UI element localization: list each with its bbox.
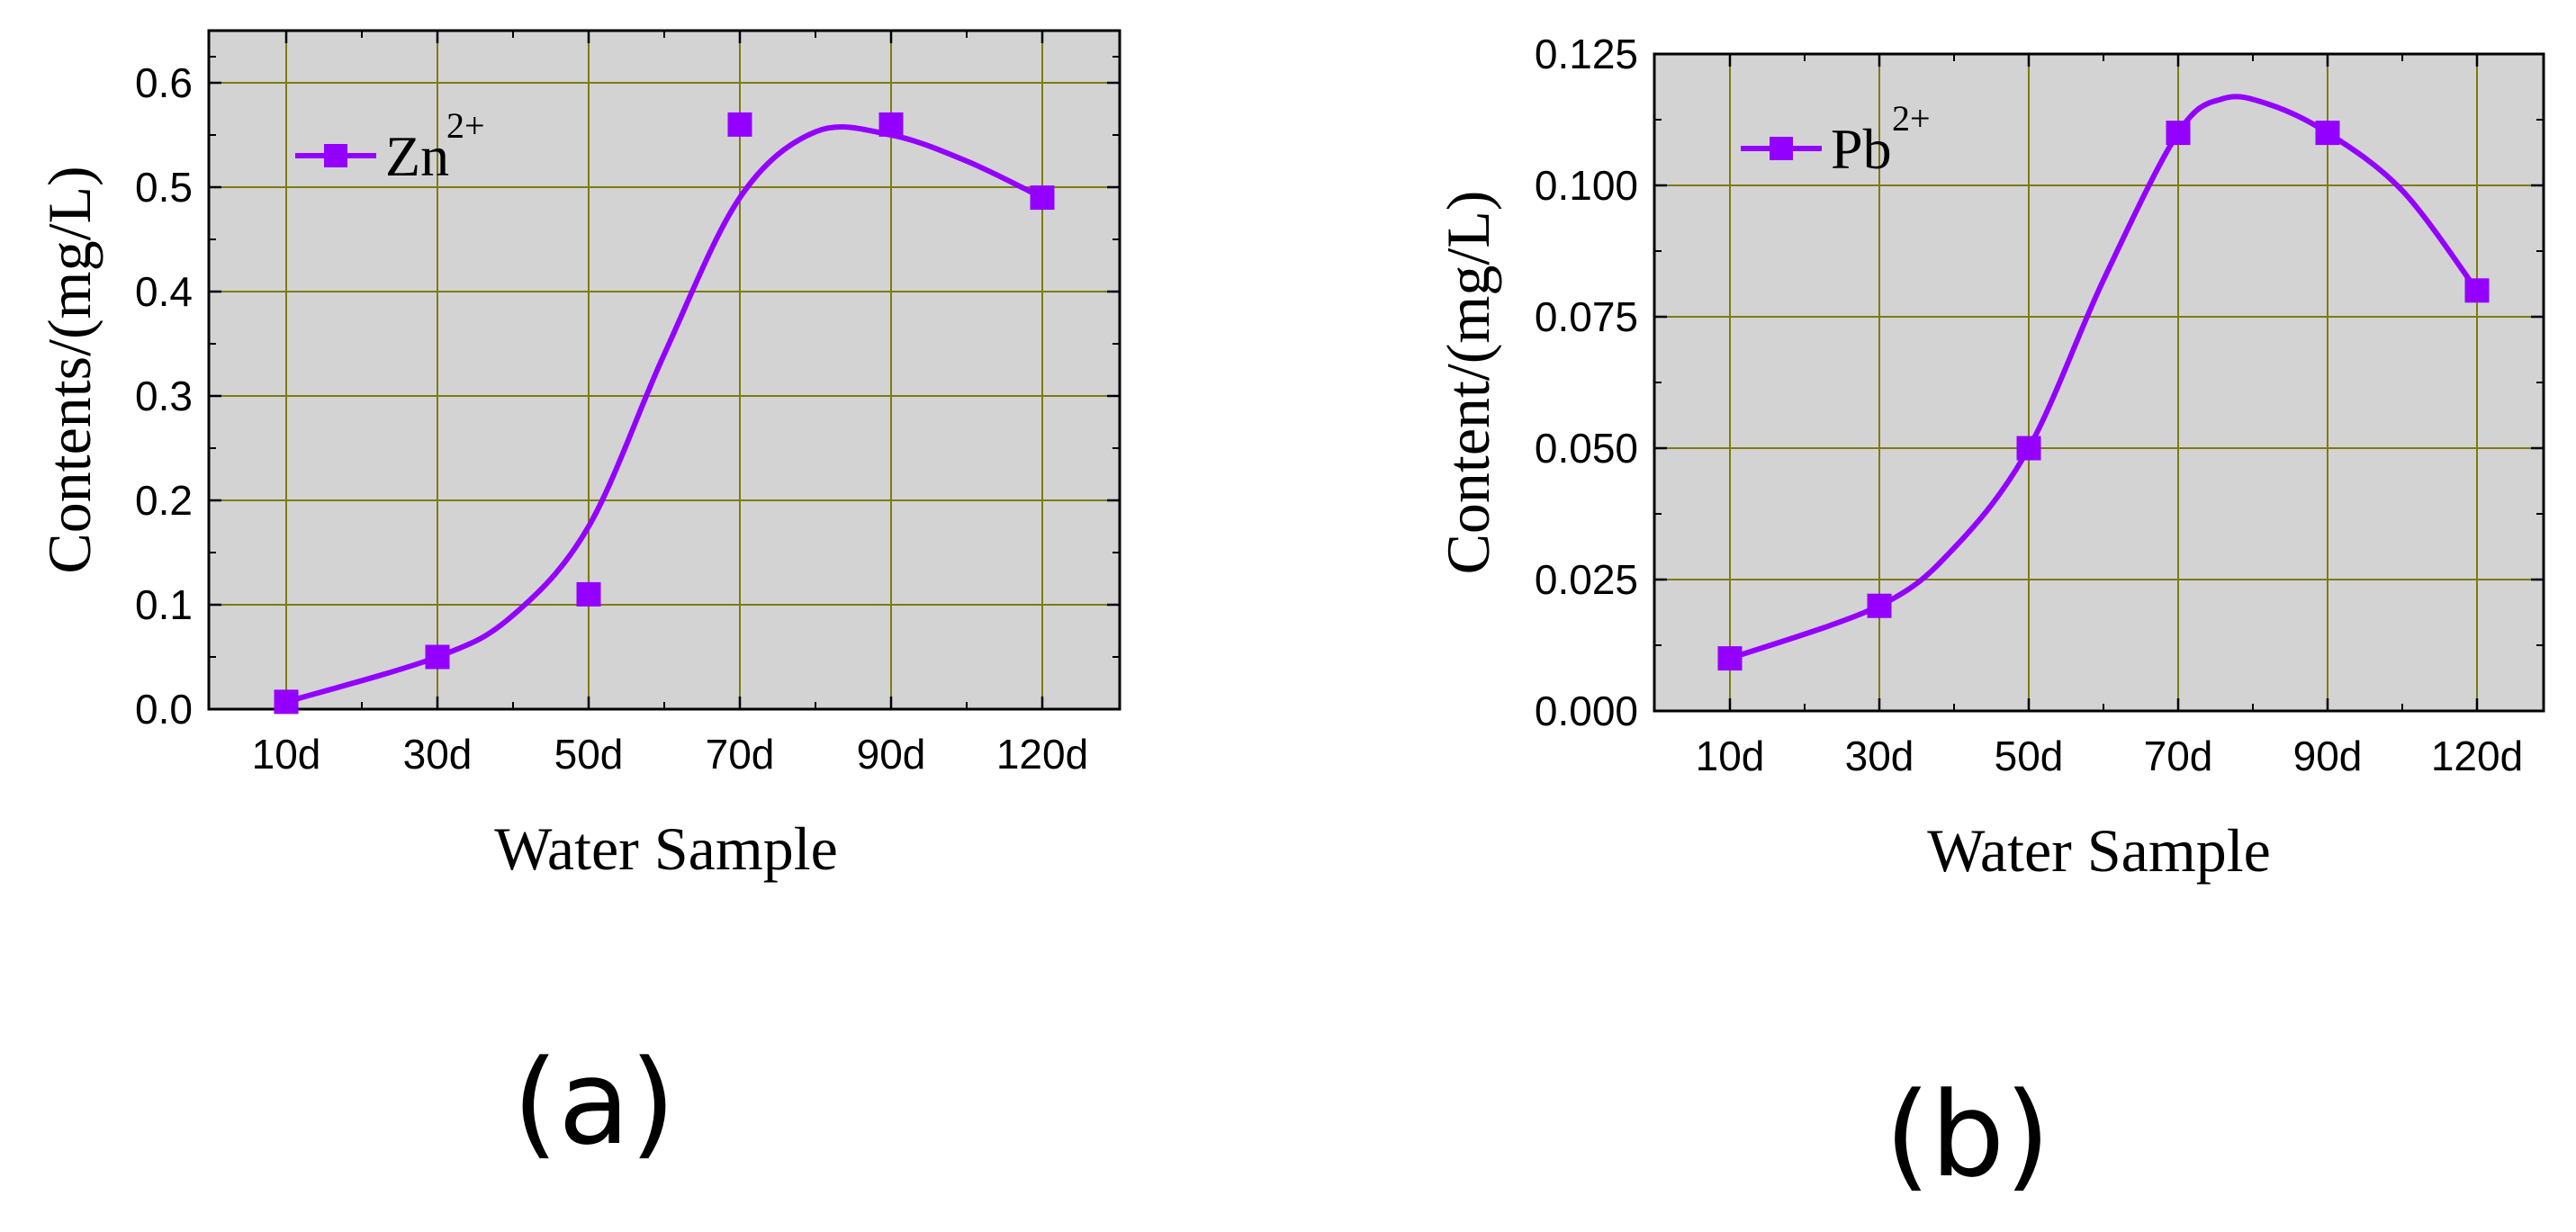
data-point [1717, 646, 1743, 671]
y-tick-label: 0.4 [135, 268, 193, 315]
data-point [2016, 436, 2041, 461]
plot-frame [1653, 52, 2545, 713]
x-tick-label: 50d [1995, 733, 2064, 779]
data-point [727, 112, 752, 137]
plot-background [1654, 54, 2544, 711]
y-axis-title: Contents/(mg/L) [35, 166, 104, 573]
panel-label: (b) [1885, 1066, 2050, 1203]
data-point [1030, 185, 1055, 211]
x-tick-label: 70d [2144, 733, 2213, 779]
x-axis-title: Water Sample [1927, 816, 2271, 885]
legend-label-superscript: 2+ [446, 105, 485, 146]
data-point [2464, 278, 2490, 303]
y-tick-label: 0.025 [1535, 556, 1638, 603]
data-point [1867, 593, 1892, 618]
y-tick-label: 0.0 [135, 686, 193, 733]
y-tick-label: 0.1 [135, 581, 193, 628]
legend-marker [324, 144, 347, 167]
legend-label-superscript: 2+ [1892, 98, 1931, 139]
y-tick-label: 0.3 [135, 373, 193, 419]
data-point [2166, 121, 2191, 146]
y-tick-label: 0.5 [135, 164, 193, 211]
x-tick-label: 120d [2431, 733, 2523, 779]
y-tick-label: 0.6 [135, 59, 193, 106]
panel-label: (a) [512, 1034, 675, 1171]
x-tick-label: 90d [857, 731, 926, 778]
legend-marker [1770, 137, 1793, 160]
x-tick-label: 10d [1696, 733, 1765, 779]
y-tick-label: 0.125 [1535, 31, 1638, 77]
series-line [284, 124, 1045, 705]
series-line [1727, 94, 2480, 661]
legend-label: Pb [1831, 117, 1892, 181]
y-tick-label: 0.050 [1535, 425, 1638, 472]
data-point [2315, 121, 2340, 146]
x-tick-label: 120d [996, 731, 1088, 778]
data-point [878, 112, 904, 137]
y-tick-label: 0.2 [135, 477, 193, 524]
y-tick-label: 0.075 [1535, 293, 1638, 340]
chart-b-pb: 0.000 0.025 0.050 0.075 0.100 0.125 10d 30d 50d 7… [1434, 31, 2545, 1203]
x-tick-label: 30d [1845, 733, 1914, 779]
x-tick-label: 90d [2293, 733, 2363, 779]
x-tick-label: 50d [554, 731, 624, 778]
legend-label: Zn [385, 124, 449, 188]
data-point [425, 644, 450, 670]
x-tick-label: 10d [252, 731, 321, 778]
data-point [576, 581, 601, 607]
plot-frame [207, 29, 1121, 711]
x-tick-label: 30d [403, 731, 473, 778]
plot-background [209, 31, 1120, 709]
y-axis-title: Content/(mg/L) [1434, 191, 1502, 575]
x-axis-title: Water Sample [494, 814, 838, 883]
x-tick-label: 70d [706, 731, 775, 778]
data-point [274, 689, 299, 715]
chart-a-zn: 0.0 0.1 0.2 0.3 0.4 0.5 0.6 10d 30d 50d 70d 90d 120d… [35, 29, 1121, 1171]
y-tick-label: 0.000 [1535, 688, 1638, 734]
y-tick-label: 0.100 [1535, 162, 1638, 209]
